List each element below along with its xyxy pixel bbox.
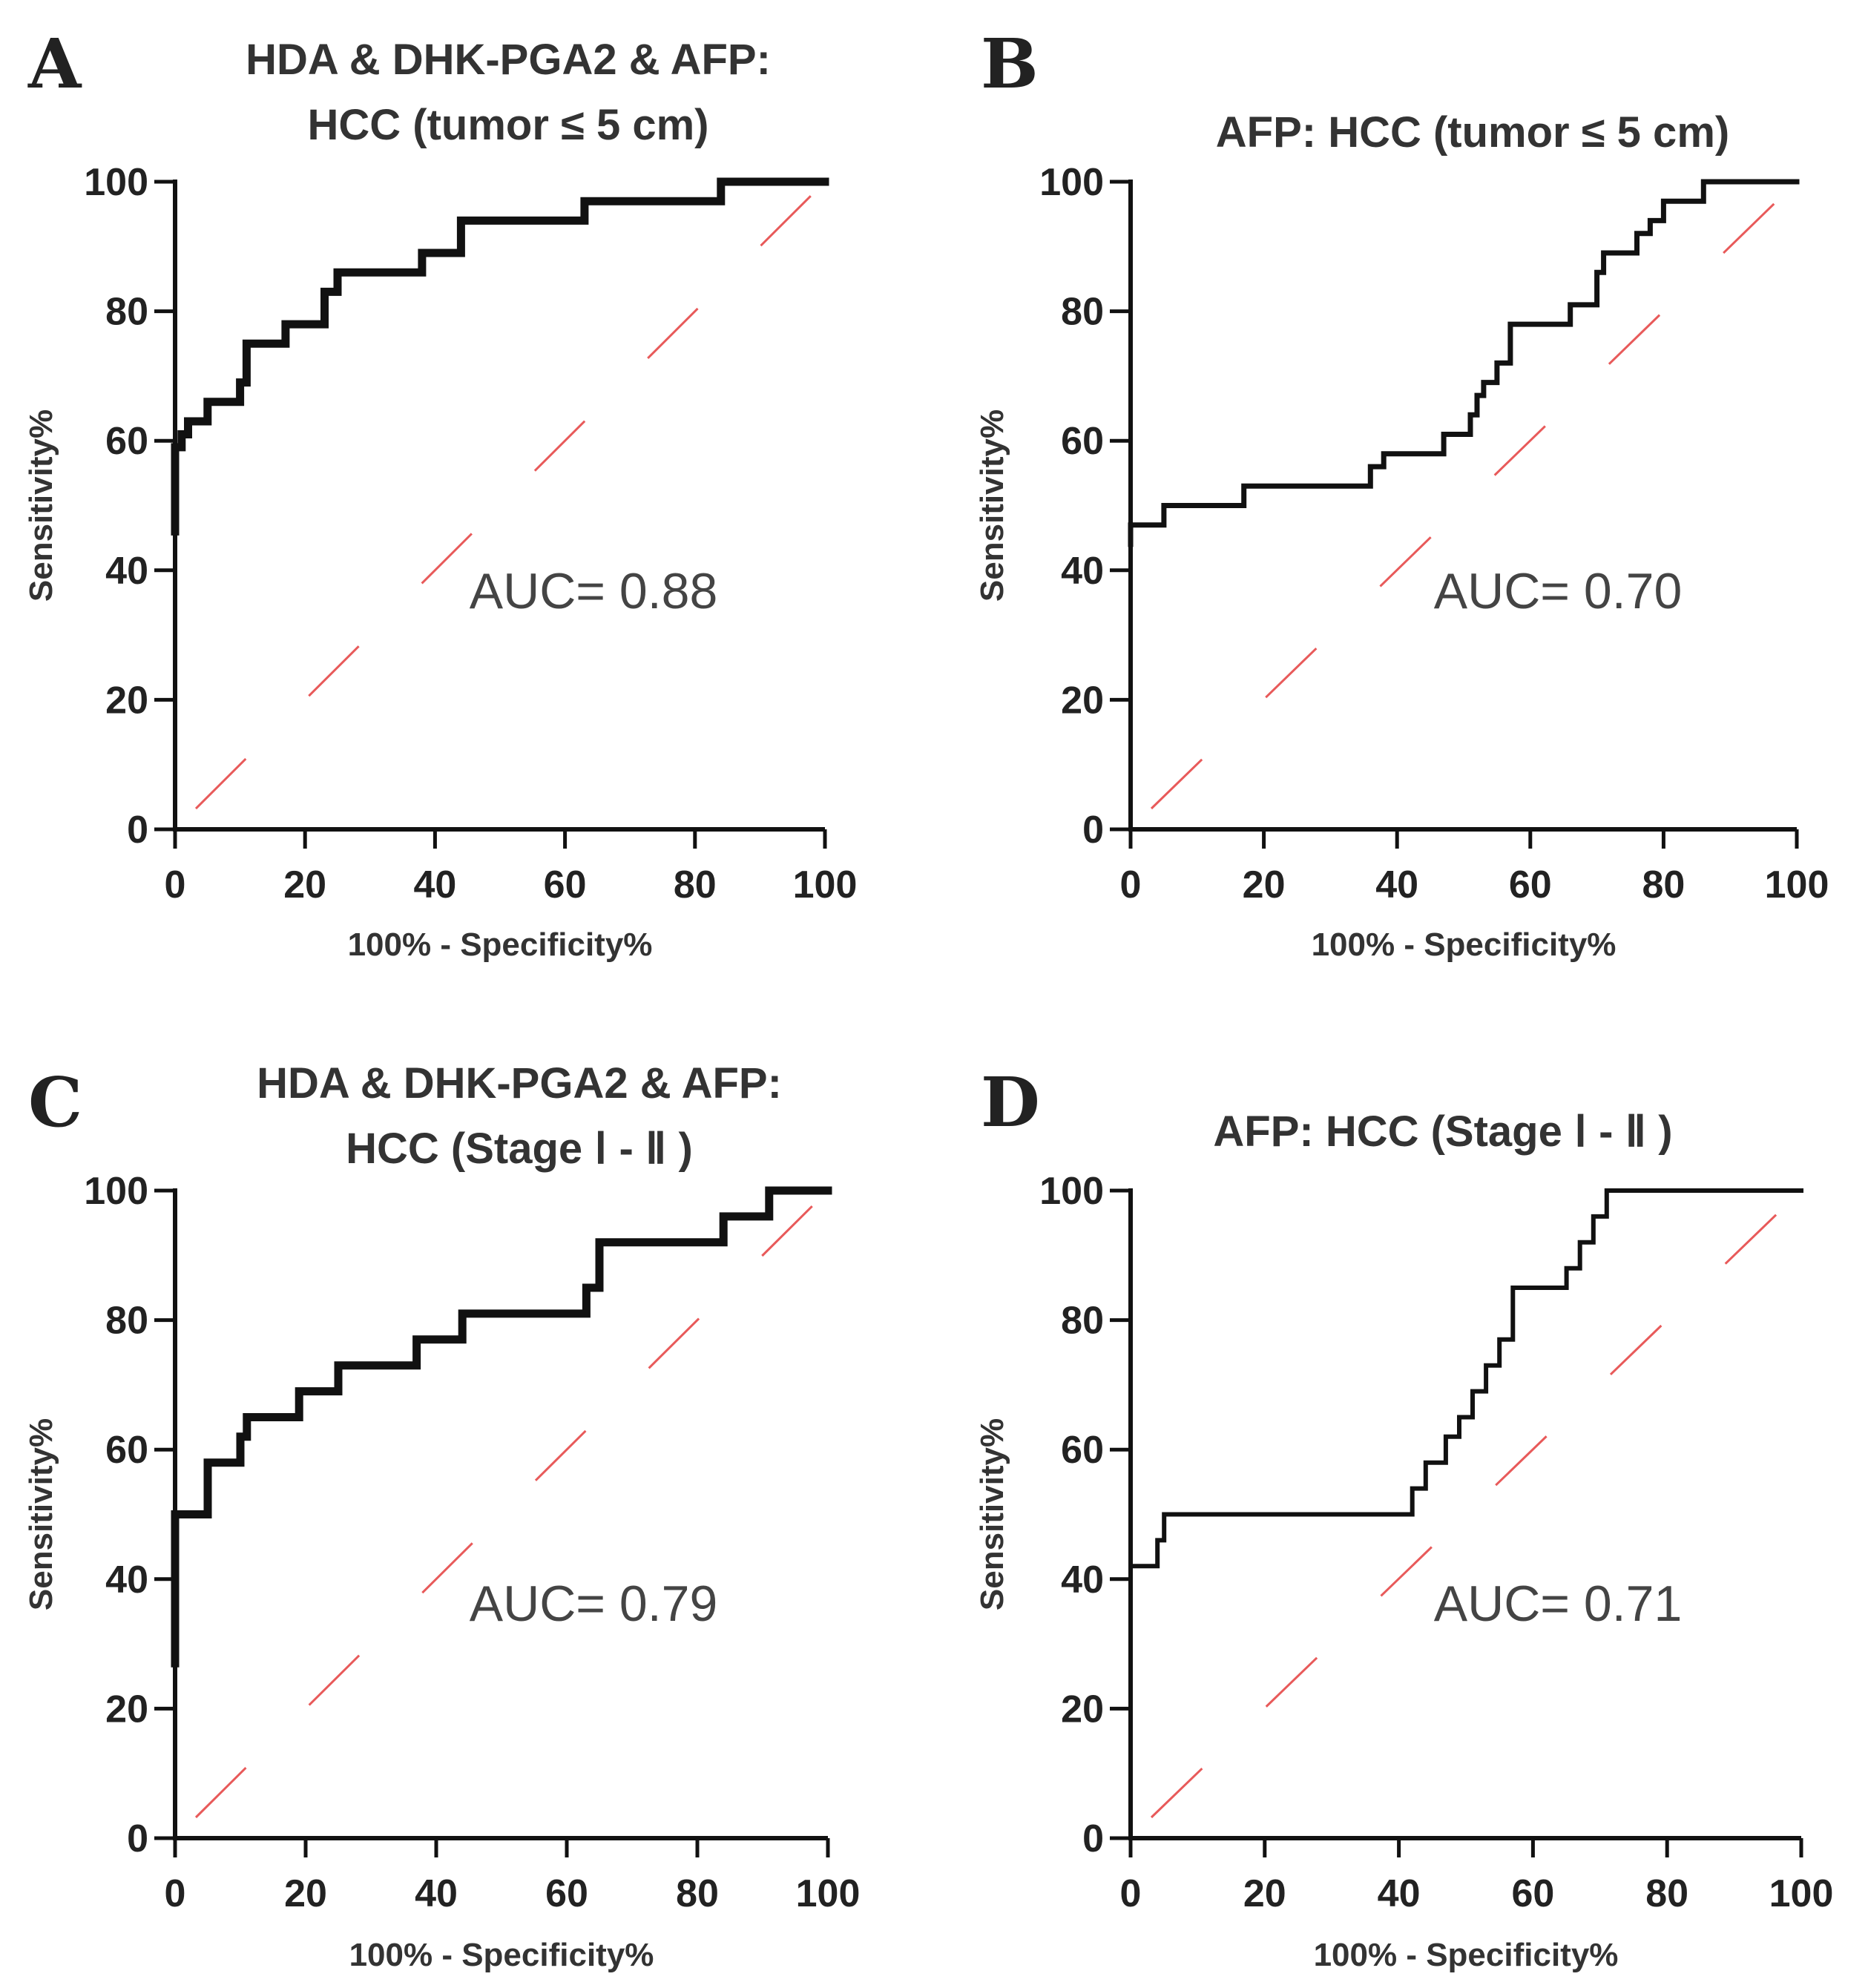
y-tick-label: 0 [1082, 1817, 1104, 1860]
roc-panel-b: B AFP: HCC (tumor ≤ 5 cm) 0 20 40 60 80 100 0 20 4… [974, 24, 1829, 963]
x-tick-label: 80 [674, 863, 717, 906]
y-axis-label: Sensitivity% [974, 1418, 1010, 1610]
x-tick-label: 60 [545, 1872, 588, 1915]
y-axis-label: Sensitivity% [23, 409, 59, 602]
roc-panel-d: D AFP: HCC (Stage Ⅰ - Ⅱ ) 0 20 40 60 80 100 0 20 4… [974, 1062, 1833, 1973]
reference-line [1150, 1189, 1803, 1819]
auc-annotation: AUC= 0.71 [1434, 1576, 1683, 1632]
y-tick-label: 0 [1082, 809, 1104, 852]
y-tick-label: 20 [1061, 679, 1104, 722]
chart-title-line: AFP: HCC (Stage Ⅰ - Ⅱ ) [1213, 1107, 1672, 1156]
x-tick-label: 20 [1243, 1872, 1286, 1915]
x-tick-label: 40 [1375, 863, 1418, 906]
y-tick-label: 20 [1061, 1688, 1104, 1731]
x-tick-label: 60 [1511, 1872, 1554, 1915]
y-tick-label: 60 [105, 420, 148, 463]
y-tick-label: 20 [105, 1688, 148, 1731]
y-tick-label: 60 [105, 1429, 148, 1472]
y-tick-label: 40 [1061, 550, 1104, 593]
x-tick-label: 80 [1645, 1872, 1688, 1915]
y-tick-label: 40 [105, 1559, 148, 1602]
chart-title-line: HCC (tumor ≤ 5 cm) [308, 101, 709, 149]
y-tick-label: 100 [1039, 161, 1104, 204]
x-tick-label: 100 [796, 1872, 861, 1915]
y-axis-label: Sensitivity% [974, 409, 1010, 602]
x-tick-label: 100 [1769, 1872, 1834, 1915]
x-tick-label: 0 [165, 863, 186, 906]
panel-letter: D [981, 1062, 1040, 1142]
roc-curve [171, 177, 829, 536]
x-tick-label: 20 [1243, 863, 1286, 906]
y-tick-label: 100 [84, 1170, 148, 1213]
x-tick-label: 80 [1642, 863, 1685, 906]
x-tick-label: 60 [544, 863, 587, 906]
chart-title-line: HDA & DHK-PGA2 & AFP: [257, 1059, 782, 1107]
panel-letter: C [28, 1062, 82, 1142]
y-tick-label: 40 [105, 550, 148, 593]
x-tick-label: 0 [1120, 863, 1142, 906]
y-tick-label: 40 [1061, 1559, 1104, 1602]
x-axis-label: 100% - Specificity% [349, 1937, 654, 1973]
chart-title-line: HCC (Stage Ⅰ - Ⅱ ) [346, 1125, 693, 1173]
reference-line [194, 180, 826, 810]
y-tick-label: 60 [1061, 1429, 1104, 1472]
y-tick-label: 80 [1061, 291, 1104, 334]
y-tick-label: 60 [1061, 420, 1104, 463]
x-tick-label: 100 [1765, 863, 1829, 906]
x-tick-label: 40 [415, 1872, 458, 1915]
roc-panel-a: A HDA & DHK-PGA2 & AFP: HCC (tumor ≤ 5 cm)… [23, 24, 857, 963]
y-tick-label: 80 [1061, 1300, 1104, 1343]
y-tick-label: 100 [84, 161, 148, 204]
x-tick-label: 20 [283, 863, 326, 906]
x-axis-label: 100% - Specificity% [348, 926, 653, 963]
y-tick-label: 100 [1039, 1170, 1104, 1213]
y-tick-label: 80 [105, 291, 148, 334]
x-tick-label: 60 [1509, 863, 1552, 906]
x-tick-label: 40 [413, 863, 456, 906]
x-tick-label: 100 [793, 863, 858, 906]
x-axis-label: 100% - Specificity% [1314, 1937, 1619, 1973]
x-tick-label: 0 [1120, 1872, 1142, 1915]
x-tick-label: 0 [165, 1872, 186, 1915]
roc-curve [1128, 179, 1800, 547]
auc-annotation: AUC= 0.70 [1434, 563, 1683, 619]
roc-curve [1128, 1188, 1803, 1595]
x-tick-label: 40 [1378, 1872, 1421, 1915]
reference-line [1150, 180, 1798, 810]
roc-panel-c: C HDA & DHK-PGA2 & AFP: HCC (Stage Ⅰ - Ⅱ )… [23, 1059, 860, 1973]
panel-letter: B [981, 24, 1039, 104]
auc-annotation: AUC= 0.88 [470, 563, 718, 619]
y-tick-label: 0 [127, 809, 148, 852]
x-tick-label: 20 [284, 1872, 327, 1915]
y-tick-label: 20 [105, 679, 148, 722]
auc-annotation: AUC= 0.79 [470, 1576, 718, 1632]
y-tick-label: 0 [127, 1817, 148, 1860]
y-axis-label: Sensitivity% [23, 1418, 59, 1610]
panel-letter: A [27, 24, 82, 104]
chart-title-line: HDA & DHK-PGA2 & AFP: [246, 36, 771, 84]
reference-line [194, 1189, 829, 1819]
chart-title-line: AFP: HCC (tumor ≤ 5 cm) [1216, 108, 1729, 157]
x-tick-label: 80 [676, 1872, 719, 1915]
y-tick-label: 80 [105, 1300, 148, 1343]
roc-curve [171, 1186, 832, 1668]
x-axis-label: 100% - Specificity% [1312, 926, 1617, 963]
